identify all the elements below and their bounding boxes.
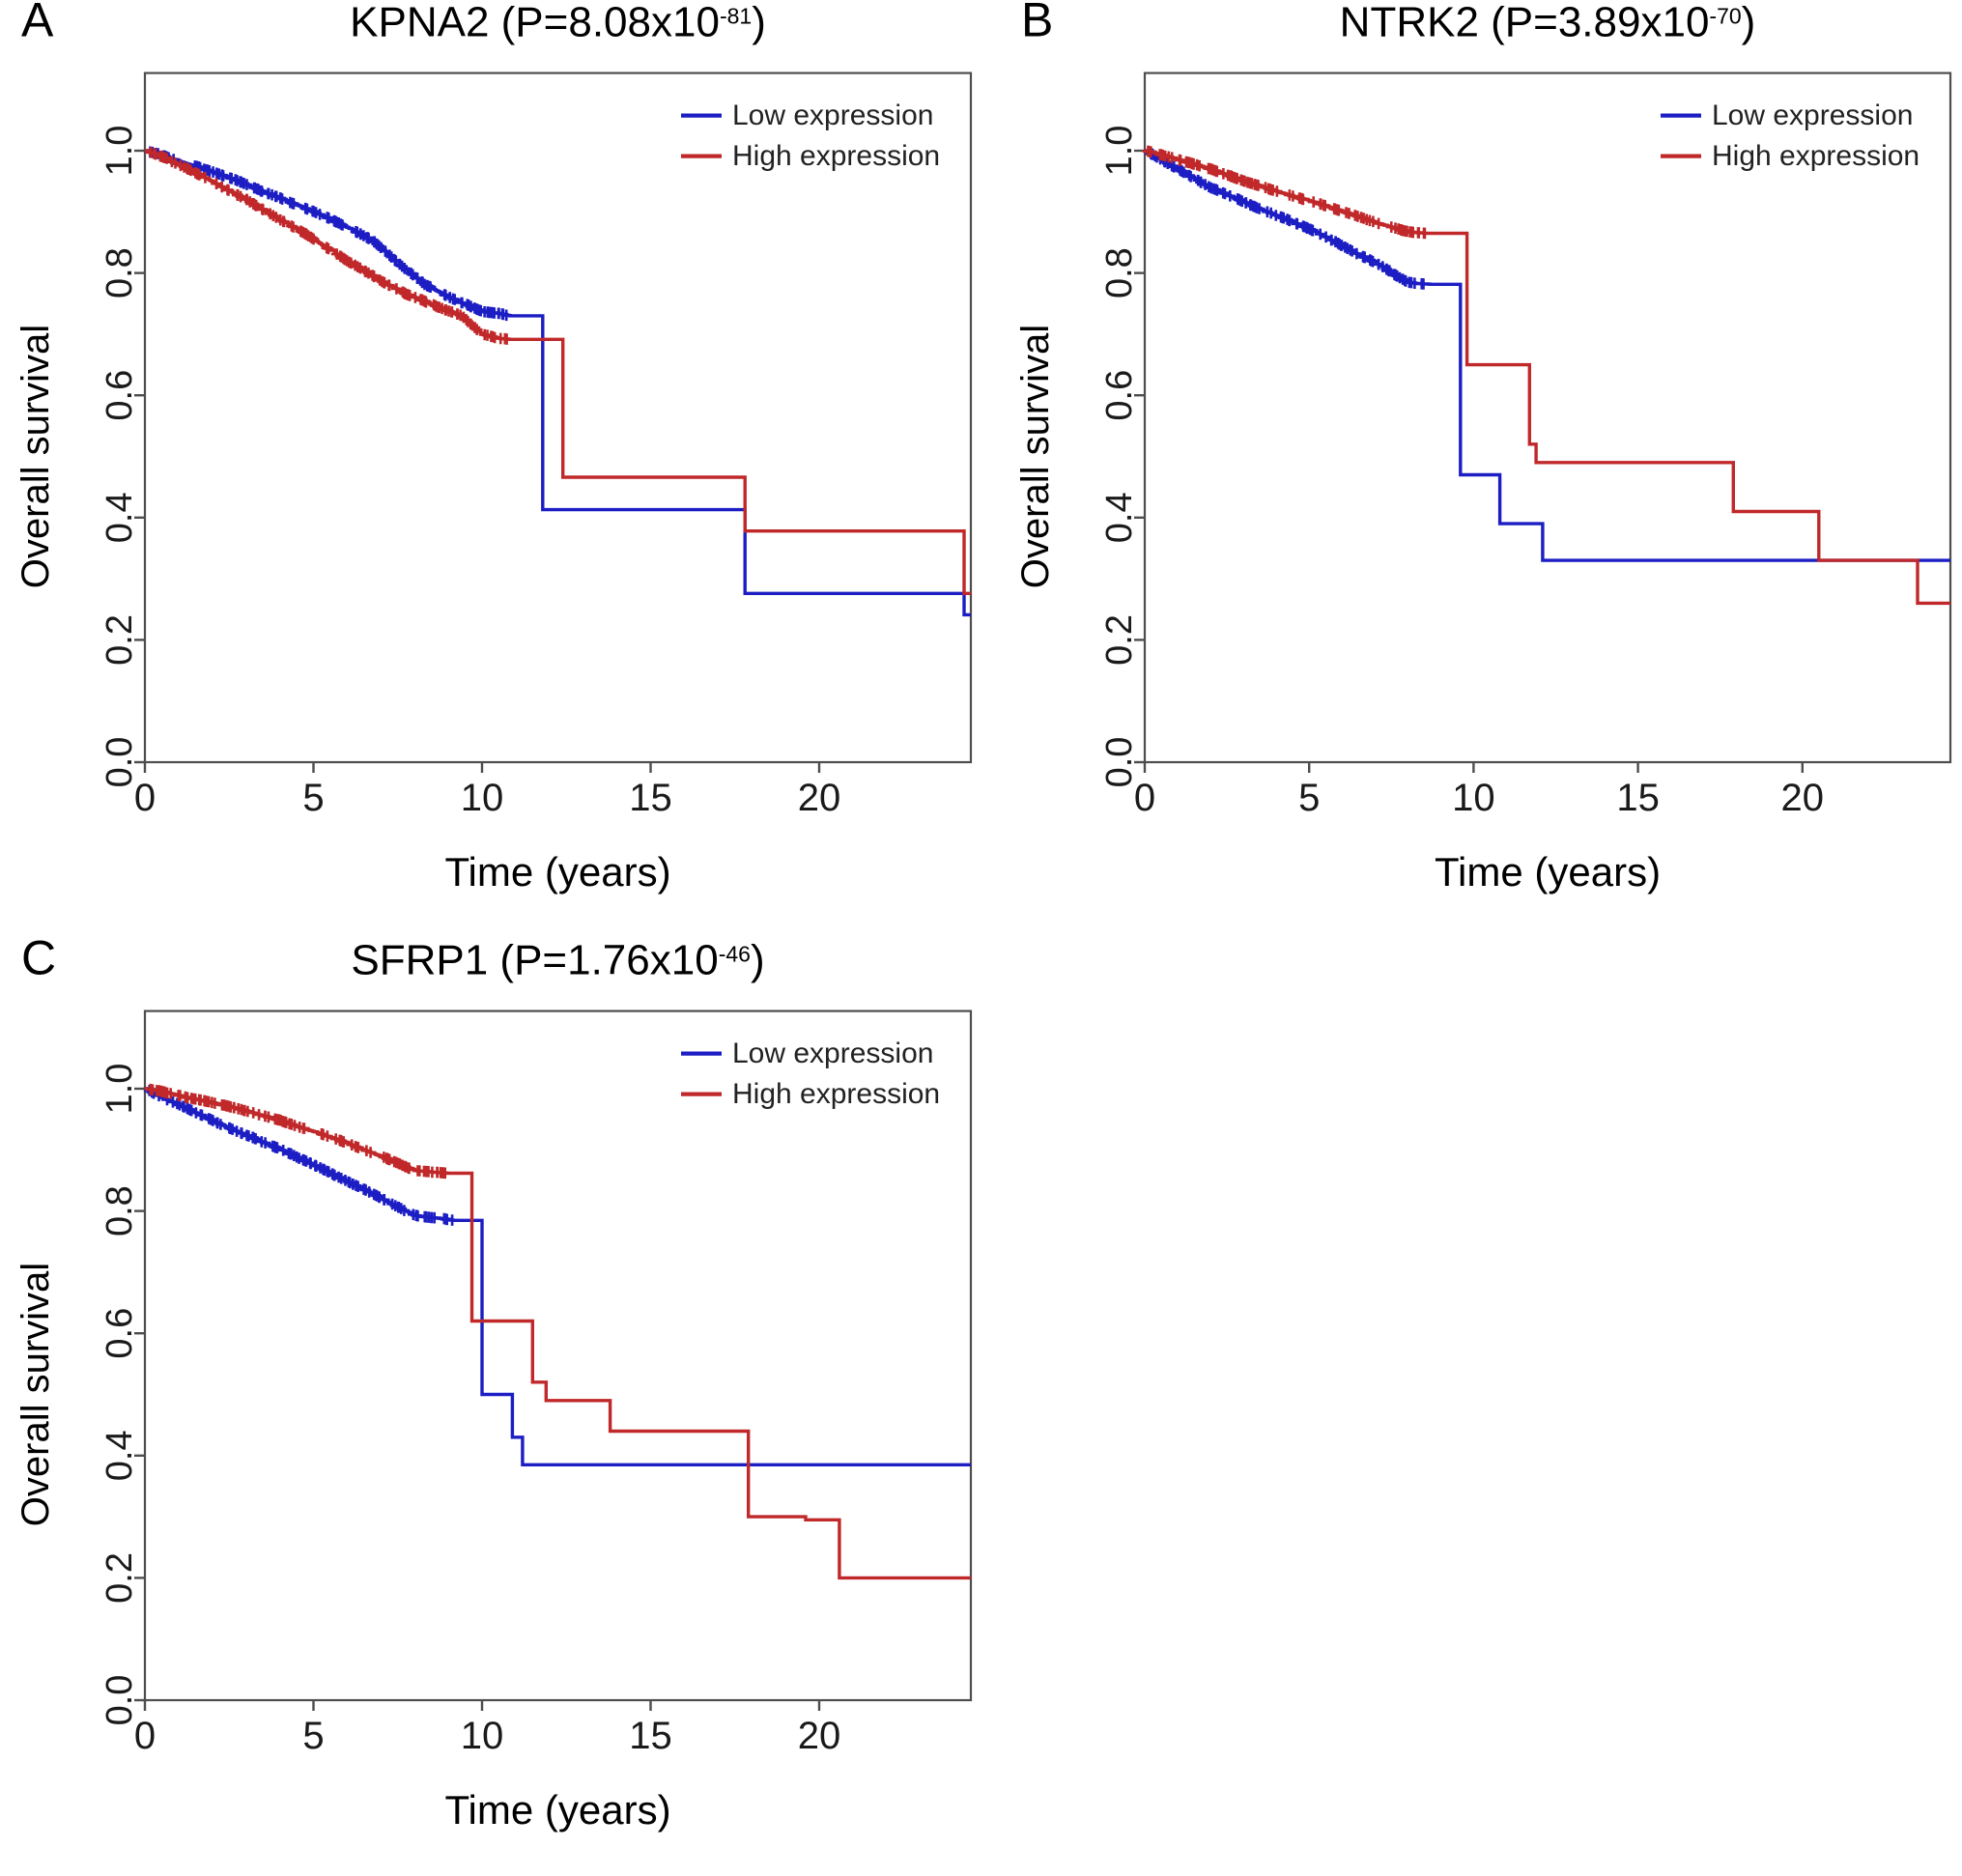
svg-text:0.2: 0.2 xyxy=(100,614,140,666)
svg-text:0.2: 0.2 xyxy=(100,1552,140,1604)
svg-text:Time (years): Time (years) xyxy=(1435,849,1661,895)
svg-text:20: 20 xyxy=(1781,777,1825,819)
svg-text:10: 10 xyxy=(461,1715,504,1757)
svg-text:Low expression: Low expression xyxy=(732,99,933,131)
svg-text:10: 10 xyxy=(461,777,504,819)
svg-text:5: 5 xyxy=(302,1715,324,1757)
svg-text:1.0: 1.0 xyxy=(1099,126,1140,177)
svg-text:0: 0 xyxy=(1134,777,1155,819)
svg-text:Overall survival: Overall survival xyxy=(14,1263,57,1526)
svg-text:0.6: 0.6 xyxy=(100,370,140,421)
svg-text:5: 5 xyxy=(1298,777,1320,819)
svg-text:10: 10 xyxy=(1452,777,1495,819)
svg-text:5: 5 xyxy=(302,777,324,819)
svg-text:Low expression: Low expression xyxy=(1712,99,1913,131)
svg-text:0.8: 0.8 xyxy=(100,247,140,298)
svg-text:0.6: 0.6 xyxy=(1099,370,1140,421)
svg-text:NTRK2 (P=3.89x10-70): NTRK2 (P=3.89x10-70) xyxy=(1340,0,1756,46)
svg-text:0.4: 0.4 xyxy=(100,1430,140,1481)
svg-text:0.8: 0.8 xyxy=(1099,247,1140,298)
svg-text:Time (years): Time (years) xyxy=(444,1787,670,1833)
svg-text:15: 15 xyxy=(629,777,672,819)
svg-text:20: 20 xyxy=(798,777,841,819)
svg-text:0: 0 xyxy=(134,1715,156,1757)
svg-text:0.2: 0.2 xyxy=(1099,614,1140,666)
svg-text:A: A xyxy=(21,0,54,47)
svg-text:15: 15 xyxy=(1616,777,1660,819)
svg-text:Time (years): Time (years) xyxy=(444,849,670,895)
svg-text:B: B xyxy=(1021,0,1053,47)
svg-text:Overall survival: Overall survival xyxy=(14,325,57,588)
svg-text:Low expression: Low expression xyxy=(732,1037,933,1069)
svg-text:1.0: 1.0 xyxy=(100,1064,140,1115)
svg-text:High expression: High expression xyxy=(732,140,940,172)
svg-text:High expression: High expression xyxy=(1712,140,1919,172)
svg-text:0.8: 0.8 xyxy=(100,1185,140,1236)
svg-text:KPNA2 (P=8.08x10-81): KPNA2 (P=8.08x10-81) xyxy=(350,0,766,46)
svg-text:0.4: 0.4 xyxy=(1099,492,1140,543)
svg-text:15: 15 xyxy=(629,1715,672,1757)
svg-text:C: C xyxy=(21,931,56,985)
svg-text:Overall survival: Overall survival xyxy=(1014,325,1057,588)
svg-text:0.4: 0.4 xyxy=(100,492,140,543)
svg-text:20: 20 xyxy=(798,1715,841,1757)
svg-text:1.0: 1.0 xyxy=(100,126,140,177)
svg-text:0: 0 xyxy=(134,777,156,819)
svg-text:SFRP1 (P=1.76x10-46): SFRP1 (P=1.76x10-46) xyxy=(351,937,764,984)
svg-text:High expression: High expression xyxy=(732,1078,940,1110)
svg-text:0.6: 0.6 xyxy=(100,1308,140,1359)
